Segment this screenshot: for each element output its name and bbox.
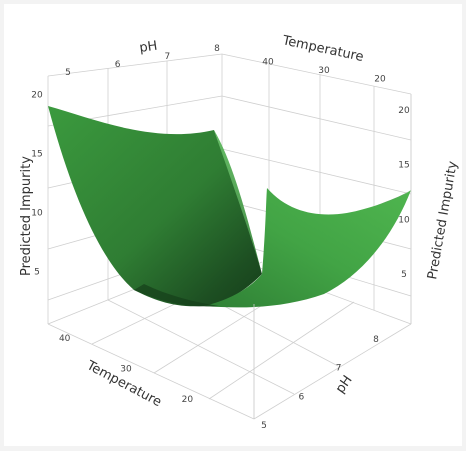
z-tick-left-15: 15 (31, 149, 42, 159)
axis-label-impurity-left: Predicted Impurity (19, 156, 34, 276)
ph-tick-top-7: 7 (164, 52, 170, 62)
temp-tick-top-20: 20 (374, 75, 386, 85)
z-tick-right-10: 10 (398, 215, 410, 225)
surface-right-face (204, 188, 411, 308)
surface-left-face (48, 106, 262, 307)
tick-labels: 5 10 15 20 5 10 15 20 5 6 7 8 20 30 40 20 30 40 5 6 7 8 (31, 44, 410, 431)
z-tick-left-20: 20 (31, 90, 43, 100)
z-tick-right-5: 5 (401, 270, 407, 280)
z-tick-left-10: 10 (31, 209, 43, 219)
temp-tick-bottom-20: 20 (182, 395, 194, 405)
ph-tick-bottom-8: 8 (373, 335, 379, 345)
temp-tick-top-30: 30 (318, 66, 330, 76)
surface-front-shadow (134, 284, 219, 307)
temp-tick-bottom-40: 40 (59, 334, 71, 344)
ph-tick-top-5: 5 (65, 68, 71, 78)
axis-label-impurity-right: Predicted Impurity (425, 160, 461, 281)
surface[interactable] (48, 106, 411, 308)
ph-tick-bottom-6: 6 (298, 392, 304, 402)
surface-plot[interactable]: 5 10 15 20 5 10 15 20 5 6 7 8 20 30 40 20 30 40 5 6 7 8 pH Te… (4, 4, 462, 446)
z-tick-right-15: 15 (398, 161, 409, 171)
front-grid (253, 94, 412, 419)
ph-tick-top-8: 8 (214, 44, 220, 54)
ph-tick-bottom-7: 7 (336, 364, 342, 374)
temp-tick-top-40: 40 (262, 57, 274, 67)
z-tick-right-20: 20 (398, 106, 410, 116)
axis-label-temperature-top: Temperature (280, 33, 365, 65)
ph-tick-top-6: 6 (115, 60, 121, 70)
chart-canvas: 5 10 15 20 5 10 15 20 5 6 7 8 20 30 40 20 30 40 5 6 7 8 pH Te… (4, 4, 462, 446)
ph-tick-bottom-5: 5 (261, 421, 267, 431)
axis-label-ph-top: pH (138, 39, 158, 56)
temp-tick-bottom-30: 30 (120, 365, 132, 375)
axis-label-ph-bottom: pH (333, 373, 356, 396)
z-tick-left-5: 5 (34, 268, 40, 278)
